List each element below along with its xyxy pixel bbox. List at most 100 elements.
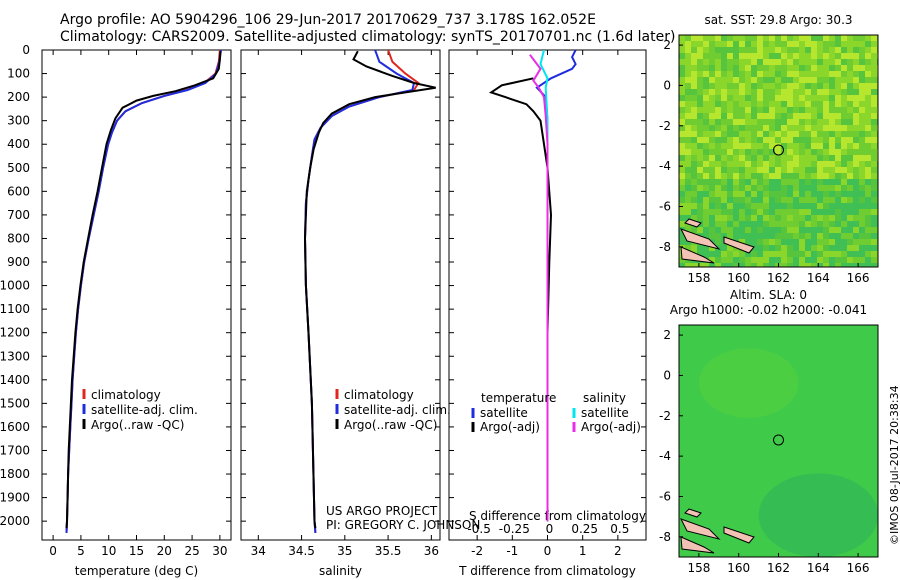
sst-cell <box>811 137 817 143</box>
sst-cell <box>799 41 805 47</box>
sst-cell <box>793 95 799 101</box>
sst-cell <box>751 59 757 65</box>
sst-cell <box>697 173 703 179</box>
sst-cell <box>859 197 865 203</box>
sst-cell <box>709 113 715 119</box>
sst-cell <box>727 257 733 263</box>
sst-cell <box>691 191 697 197</box>
x-tick-label-differences: 2 <box>614 544 622 558</box>
sst-cell <box>745 95 751 101</box>
sst-cell <box>715 35 721 41</box>
sst-cell <box>757 155 763 161</box>
sst-cell <box>679 125 685 131</box>
sst-cell <box>823 149 829 155</box>
sst-cell <box>811 131 817 137</box>
sst-cell <box>745 215 751 221</box>
sst-cell <box>835 35 841 41</box>
sst-cell <box>793 89 799 95</box>
sst-cell <box>787 113 793 119</box>
sst-cell <box>757 35 763 41</box>
sst-cell <box>715 221 721 227</box>
sst-cell <box>721 125 727 131</box>
sst-cell <box>835 137 841 143</box>
sst-cell <box>817 119 823 125</box>
sst-cell <box>811 47 817 53</box>
sst-cell <box>739 125 745 131</box>
sst-cell <box>727 125 733 131</box>
sst-cell <box>703 71 709 77</box>
sst-cell <box>865 131 871 137</box>
sst-cell <box>751 263 757 267</box>
sst-cell <box>685 71 691 77</box>
sst-cell <box>709 95 715 101</box>
sst-cell <box>835 245 841 251</box>
sst-cell <box>691 95 697 101</box>
sst-cell <box>685 53 691 59</box>
sst-cell <box>787 185 793 191</box>
sst-cell <box>745 143 751 149</box>
sst-cell <box>865 119 871 125</box>
sst-cell <box>721 191 727 197</box>
sst-cell <box>745 203 751 209</box>
sst-cell <box>763 119 769 125</box>
sst-cell <box>745 89 751 95</box>
sst-cell <box>817 197 823 203</box>
sst-cell <box>727 83 733 89</box>
sst-cell <box>847 89 853 95</box>
sst-cell <box>835 107 841 113</box>
sst-cell <box>697 245 703 251</box>
sst-cell <box>715 173 721 179</box>
sst-cell <box>733 191 739 197</box>
sst-cell <box>685 125 691 131</box>
sst-cell <box>775 155 781 161</box>
sst-cell <box>811 65 817 71</box>
sst-cell <box>757 77 763 83</box>
sst-cell <box>775 95 781 101</box>
sst-cell <box>763 245 769 251</box>
sst-cell <box>829 107 835 113</box>
sst-cell <box>793 257 799 263</box>
sst-cell <box>733 197 739 203</box>
sst-cell <box>823 41 829 47</box>
sst-cell <box>751 173 757 179</box>
sst-cell <box>697 185 703 191</box>
sst-cell <box>781 77 787 83</box>
sst-cell <box>715 77 721 83</box>
sst-cell <box>715 83 721 89</box>
argo-float-marker <box>773 434 784 446</box>
sst-cell <box>757 161 763 167</box>
sst-cell <box>817 191 823 197</box>
sst-cell <box>751 137 757 143</box>
sst-cell <box>823 179 829 185</box>
sst-cell <box>799 131 805 137</box>
island-land <box>684 218 702 228</box>
sst-cell <box>793 233 799 239</box>
sst-cell <box>709 173 715 179</box>
sst-cell <box>679 131 685 137</box>
sst-cell <box>865 65 871 71</box>
sst-cell <box>709 131 715 137</box>
sst-cell <box>709 41 715 47</box>
sst-cell <box>841 197 847 203</box>
sst-cell <box>703 185 709 191</box>
sst-cell <box>811 41 817 47</box>
sst-cell <box>871 227 877 233</box>
sst-cell <box>793 149 799 155</box>
sst-cell <box>751 95 757 101</box>
sst-cell <box>793 101 799 107</box>
sst-cell <box>847 71 853 77</box>
sst-cell <box>799 149 805 155</box>
sst-cell <box>823 119 829 125</box>
sst-cell <box>823 227 829 233</box>
sst-cell <box>709 197 715 203</box>
sst-cell <box>805 221 811 227</box>
sst-cell <box>715 179 721 185</box>
sst-cell <box>709 191 715 197</box>
sst-cell <box>751 191 757 197</box>
sst-cell <box>745 173 751 179</box>
sst-cell <box>721 221 727 227</box>
sst-cell <box>871 161 877 167</box>
sst-cell <box>853 83 859 89</box>
sst-cell <box>751 77 757 83</box>
sst-cell <box>835 191 841 197</box>
